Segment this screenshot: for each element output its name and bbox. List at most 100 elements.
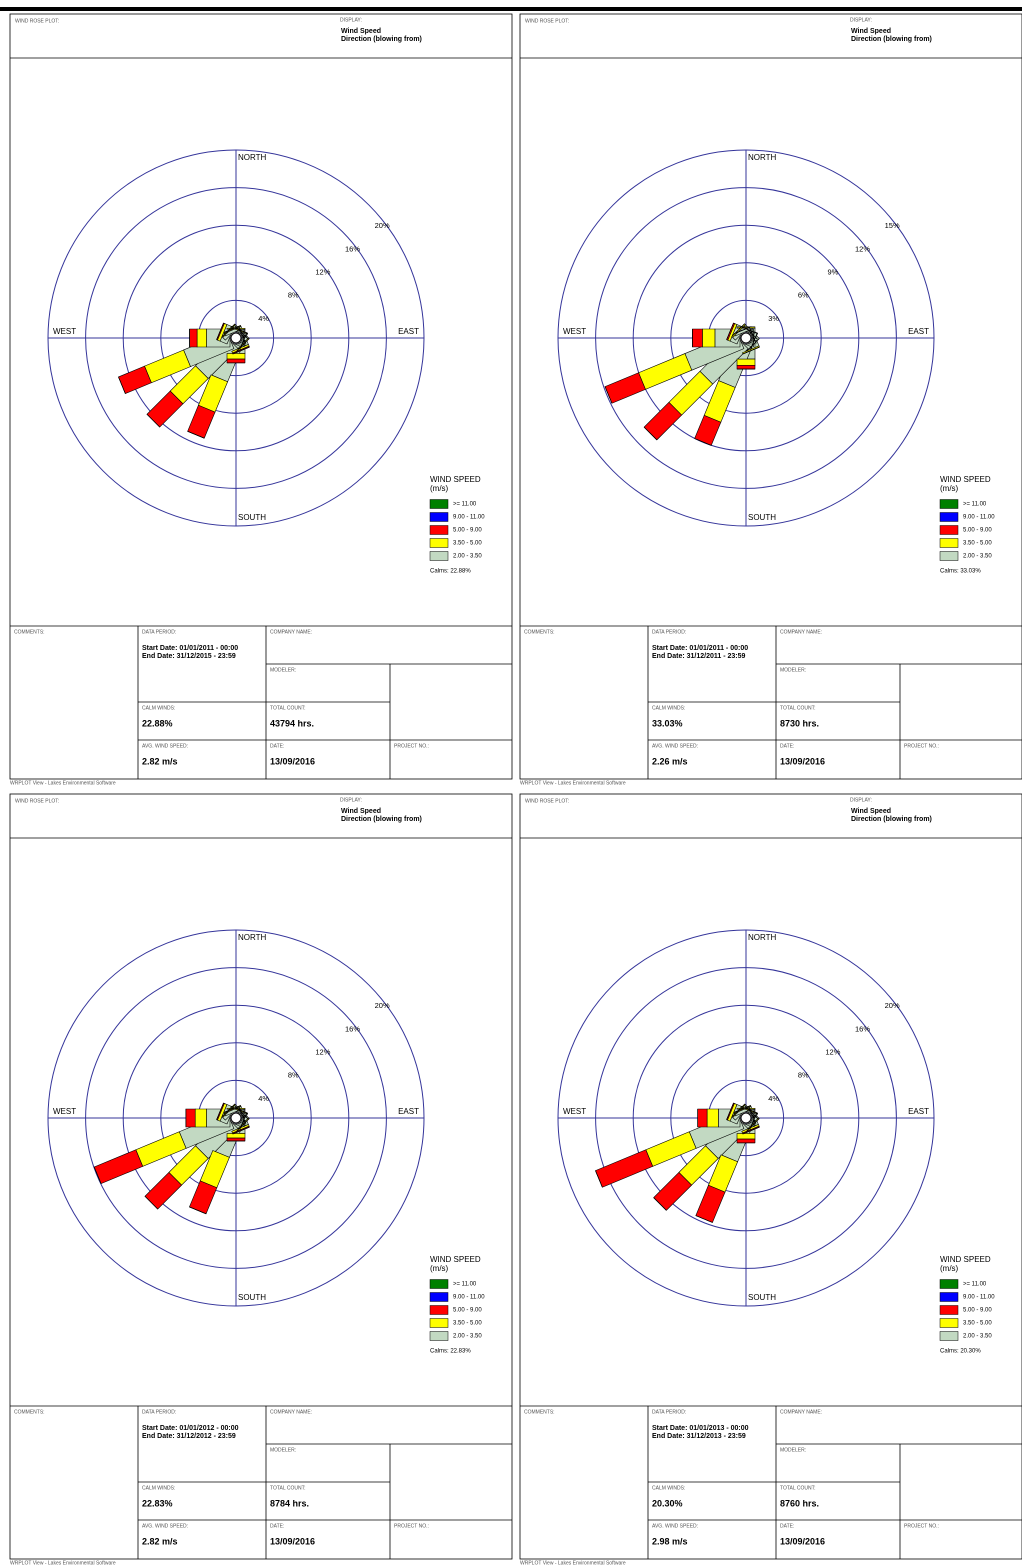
form-label: DATA PERIOD: bbox=[652, 1409, 686, 1415]
form-label: CALM WINDS: bbox=[652, 1485, 685, 1491]
legend-label: 3.50 - 5.00 bbox=[453, 1321, 482, 1327]
form-label: AVG. WIND SPEED: bbox=[652, 743, 698, 749]
display-text: Wind Speed bbox=[341, 28, 381, 35]
legend-swatch bbox=[429, 1331, 449, 1341]
form-label: TOTAL COUNT: bbox=[780, 1485, 815, 1491]
form-value: Start Date: 01/01/2013 - 00:00 bbox=[652, 1425, 749, 1432]
wind-segment bbox=[706, 1108, 719, 1128]
wind-segment bbox=[740, 1106, 758, 1114]
form-label: TOTAL COUNT: bbox=[270, 1485, 305, 1491]
form-value: 8784 hrs. bbox=[270, 1498, 309, 1508]
wind-segment bbox=[223, 325, 241, 333]
wind-segment bbox=[234, 325, 249, 340]
plot-title: WIND ROSE PLOT: bbox=[525, 18, 569, 24]
ring-label: 12% bbox=[315, 268, 330, 277]
form-label: PROJECT NO.: bbox=[904, 743, 939, 749]
legend-label: 9.00 - 11.00 bbox=[453, 515, 485, 521]
form-value: End Date: 31/12/2012 - 23:59 bbox=[142, 1433, 236, 1440]
legend-swatch bbox=[939, 512, 959, 522]
legend-label: 3.50 - 5.00 bbox=[963, 1321, 992, 1327]
wind-segment bbox=[702, 328, 716, 348]
form-label: DATA PERIOD: bbox=[142, 1409, 176, 1415]
legend-label: 2.00 - 3.50 bbox=[453, 554, 482, 560]
wind-segment bbox=[746, 338, 760, 352]
direction-label: WEST bbox=[53, 1107, 76, 1116]
legend-label: 5.00 - 9.00 bbox=[963, 1308, 992, 1314]
wind-segment bbox=[748, 1106, 757, 1124]
legend-label: 3.50 - 5.00 bbox=[453, 541, 482, 547]
ring-label: 16% bbox=[855, 1024, 870, 1033]
center bbox=[230, 1112, 242, 1124]
plot-title: WIND ROSE PLOT: bbox=[15, 798, 59, 804]
wind-segment bbox=[692, 328, 703, 348]
legend-label: 5.00 - 9.00 bbox=[453, 528, 482, 534]
wind-segment bbox=[643, 401, 683, 441]
direction-label: NORTH bbox=[748, 933, 777, 942]
legend-label: 9.00 - 11.00 bbox=[963, 1295, 995, 1301]
wind-segment bbox=[189, 328, 198, 348]
form-value: 22.83% bbox=[142, 1498, 173, 1508]
form-label: COMMENTS: bbox=[524, 629, 555, 635]
display-text: Wind Speed bbox=[851, 28, 891, 35]
legend-swatch bbox=[429, 1292, 449, 1302]
legend-label: 2.00 - 3.50 bbox=[963, 554, 992, 560]
wind-segment bbox=[236, 338, 250, 352]
ring-label: 15% bbox=[885, 221, 900, 230]
form-label: CALM WINDS: bbox=[142, 1485, 175, 1491]
ring-label: 12% bbox=[315, 1048, 330, 1057]
footer: WRPLOT View - Lakes Environmental Softwa… bbox=[10, 1560, 116, 1566]
form-value: 13/09/2016 bbox=[270, 1536, 315, 1546]
wind-segment bbox=[239, 332, 248, 350]
wind-segment bbox=[189, 1206, 207, 1215]
direction-label: NORTH bbox=[238, 933, 267, 942]
footer: WRPLOT View - Lakes Environmental Softwa… bbox=[10, 780, 116, 786]
form-label: COMMENTS: bbox=[14, 629, 45, 635]
direction-label: EAST bbox=[908, 327, 929, 336]
wind-segment bbox=[750, 332, 758, 350]
ring-label: 4% bbox=[768, 1094, 779, 1103]
ring-label: 12% bbox=[825, 1048, 840, 1057]
form-label: CALM WINDS: bbox=[142, 705, 175, 711]
direction-label: WEST bbox=[53, 327, 76, 336]
wind-segment bbox=[736, 1138, 756, 1144]
footer: WRPLOT View - Lakes Environmental Softwa… bbox=[520, 1560, 626, 1566]
wind-segment bbox=[226, 1137, 246, 1142]
calms: Calms: 33.03% bbox=[940, 569, 981, 575]
legend-title: WIND SPEED bbox=[430, 475, 481, 484]
form-value: 43794 hrs. bbox=[270, 718, 314, 728]
form-value: 22.88% bbox=[142, 718, 173, 728]
ring-label: 6% bbox=[798, 291, 809, 300]
wind-segment bbox=[731, 1103, 746, 1118]
form-value: 33.03% bbox=[652, 718, 683, 728]
panel: WIND ROSE PLOT: DISPLAY: Wind SpeedDirecti… bbox=[9, 793, 513, 1566]
wind-segment bbox=[749, 1112, 758, 1130]
wind-segment bbox=[194, 1108, 207, 1128]
panel: WIND ROSE PLOT: DISPLAY: Wind SpeedDirecti… bbox=[519, 13, 1022, 786]
legend-swatch bbox=[939, 1318, 959, 1328]
center bbox=[740, 332, 752, 344]
legend-swatch bbox=[429, 1305, 449, 1315]
panel: WIND ROSE PLOT: DISPLAY: Wind SpeedDirecti… bbox=[9, 13, 513, 786]
ring-label: 8% bbox=[288, 1071, 299, 1080]
form-value: 2.26 m/s bbox=[652, 756, 688, 766]
form-label: MODELER: bbox=[270, 1447, 296, 1453]
display-text: Direction (blowing from) bbox=[341, 36, 422, 43]
wind-segment bbox=[232, 346, 250, 355]
legend-swatch bbox=[939, 1331, 959, 1341]
direction-label: WEST bbox=[563, 1107, 586, 1116]
wind-segment bbox=[694, 414, 722, 446]
wind-segment bbox=[742, 1125, 760, 1135]
form-value: 2.82 m/s bbox=[142, 1536, 178, 1546]
ring-label: 20% bbox=[375, 221, 390, 230]
direction-label: NORTH bbox=[238, 153, 267, 162]
legend-title: WIND SPEED bbox=[940, 475, 991, 484]
wind-segment bbox=[736, 358, 756, 366]
calms: Calms: 22.88% bbox=[430, 569, 471, 575]
legend-swatch bbox=[939, 1279, 959, 1289]
legend-title: WIND SPEED bbox=[430, 1255, 481, 1264]
form-value: 13/09/2016 bbox=[780, 1536, 825, 1546]
form-label: AVG. WIND SPEED: bbox=[142, 1523, 188, 1529]
form-label: MODELER: bbox=[270, 667, 296, 673]
plot-title: WIND ROSE PLOT: bbox=[15, 18, 59, 24]
legend-label: 9.00 - 11.00 bbox=[963, 515, 995, 521]
